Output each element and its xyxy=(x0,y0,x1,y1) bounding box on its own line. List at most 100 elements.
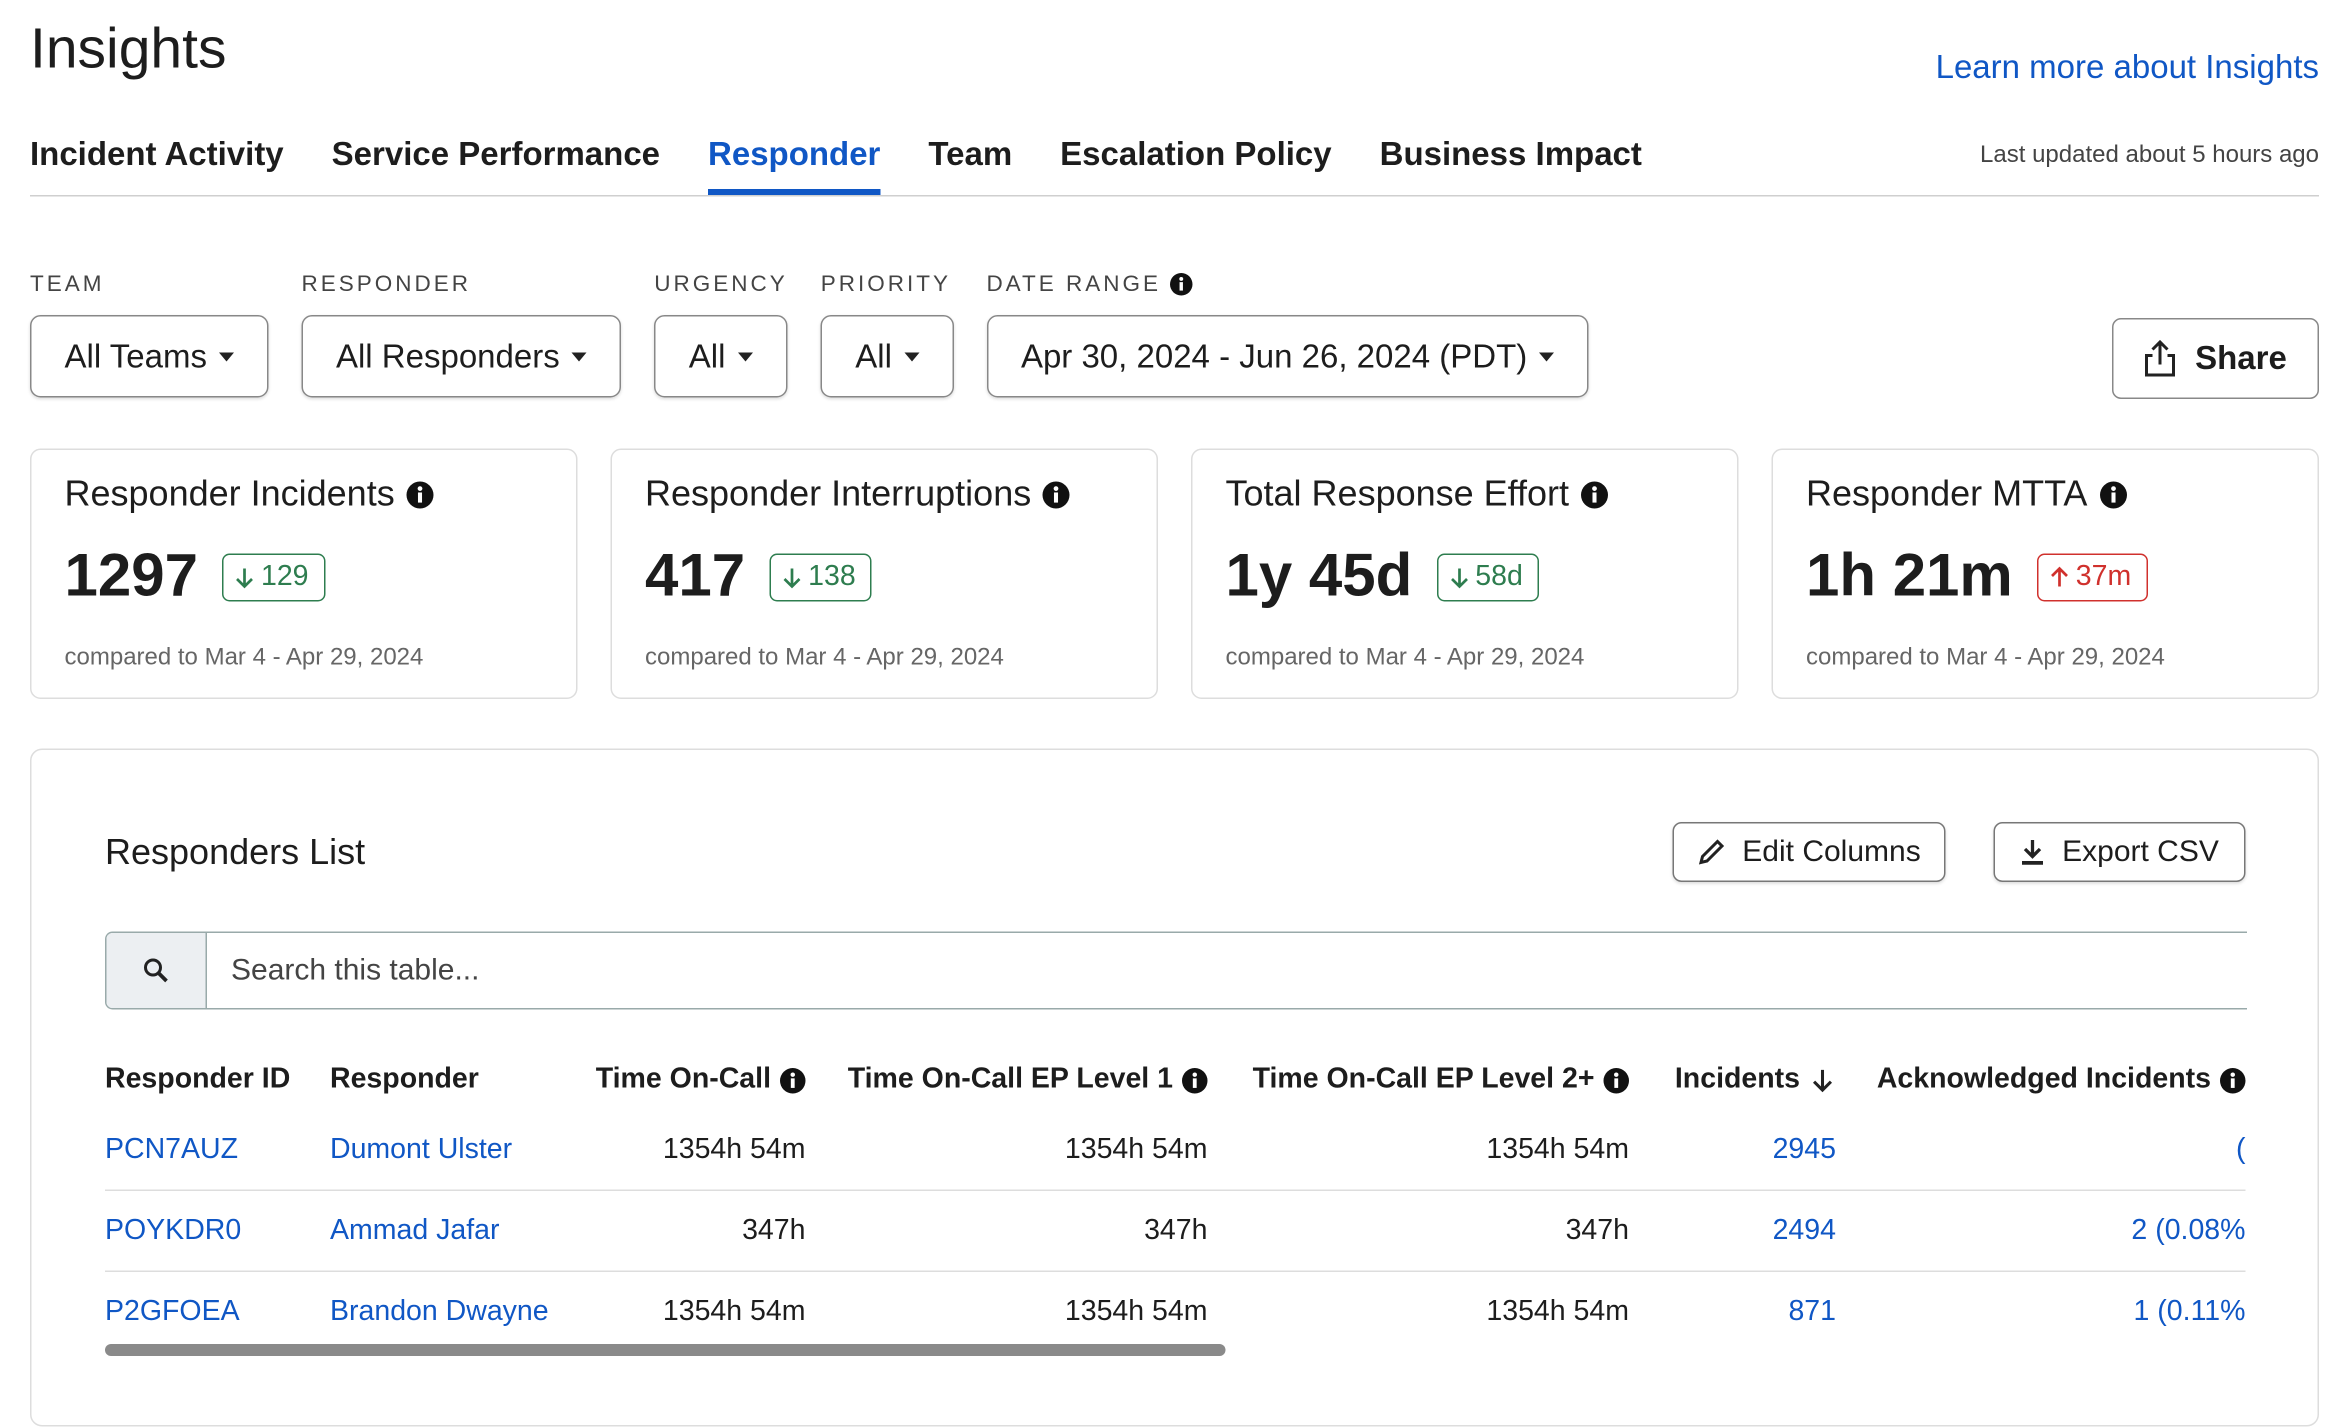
info-icon[interactable] xyxy=(1603,1067,1630,1093)
table-cell: P2GFOEA xyxy=(105,1271,330,1350)
cell-link[interactable]: Brandon Dwayne xyxy=(330,1295,549,1327)
learn-more-link[interactable]: Learn more about Insights xyxy=(1935,48,2319,86)
tab-bar: Incident Activity Service Performance Resp… xyxy=(30,135,1642,195)
arrow-icon xyxy=(1450,567,1468,588)
metric-comparison: compared to Mar 4 - Apr 29, 2024 xyxy=(1806,645,2165,671)
column-header[interactable]: Time On-Call EP Level 2+ xyxy=(1208,1050,1630,1110)
cell-text: 1354h 54m xyxy=(1064,1133,1208,1165)
metric-title-row: Responder Interruptions xyxy=(645,474,1071,516)
tab[interactable]: Escalation Policy xyxy=(1060,135,1332,173)
tab[interactable]: Business Impact xyxy=(1379,135,1642,173)
download-icon xyxy=(2021,840,2043,865)
dropdown[interactable]: Apr 30, 2024 - Jun 26, 2024 (PDT) xyxy=(986,315,1589,398)
caret xyxy=(218,351,234,361)
cell-link[interactable]: 2494 xyxy=(1772,1214,1836,1246)
tab[interactable]: Team xyxy=(928,135,1013,173)
column-header[interactable]: Responder ID xyxy=(105,1050,330,1110)
filter-label: PRIORITY xyxy=(820,270,952,297)
column-label: Time On-Call xyxy=(595,1063,771,1096)
table-cell: POYKDR0 xyxy=(105,1190,330,1272)
tab[interactable]: Service Performance xyxy=(331,135,661,173)
filter-label-row: RESPONDER xyxy=(301,267,621,300)
table-cell: 1354h 54m xyxy=(805,1110,1208,1191)
arrow-icon xyxy=(236,567,253,588)
metric-card: Responder Incidents 1297 129 compared to Ma… xyxy=(30,448,578,699)
metric-value: 417 xyxy=(645,543,746,609)
insights-page: Insights Learn more about Insights Incid… xyxy=(30,18,2319,1427)
info-icon[interactable] xyxy=(780,1067,806,1093)
dropdown[interactable]: All xyxy=(654,315,788,398)
cell-link[interactable]: POYKDR0 xyxy=(105,1214,242,1246)
info-icon[interactable] xyxy=(406,481,434,509)
metric-title: Responder Incidents xyxy=(64,474,395,515)
info-icon[interactable] xyxy=(1182,1067,1208,1093)
column-header[interactable]: Incidents xyxy=(1629,1050,1836,1110)
metric-value: 1h 21m xyxy=(1806,543,2013,609)
filter-label-row: DATE RANGE xyxy=(986,267,1588,300)
change-badge: 37m xyxy=(2036,552,2148,601)
cell-link[interactable]: Dumont Ulster xyxy=(330,1133,513,1165)
column-label: Incidents xyxy=(1674,1063,1800,1096)
cell-link[interactable]: P2GFOEA xyxy=(105,1295,240,1327)
table-cell: ( xyxy=(1836,1110,2246,1191)
button-label: Export CSV xyxy=(2062,834,2219,868)
filter-label: TEAM xyxy=(30,270,105,297)
table-row: P2GFOEA Brandon Dwayne 1354h 54m 1354h 54m 1… xyxy=(105,1271,2246,1350)
export-csv-button[interactable]: Export CSV xyxy=(1993,822,2246,882)
info-icon[interactable] xyxy=(2220,1067,2246,1093)
column-header[interactable]: Time On-Call xyxy=(578,1050,806,1110)
metric-card: Responder MTTA 1h 21m 37m compared to Mar 4… xyxy=(1771,448,2319,699)
cell-text: 347h xyxy=(1565,1214,1629,1246)
cell-link[interactable]: Ammad Jafar xyxy=(330,1214,500,1246)
info-icon[interactable] xyxy=(2099,481,2127,509)
info-icon[interactable] xyxy=(1581,481,1609,509)
metric-value-row: 1y 45d 58d xyxy=(1226,543,1540,611)
arrow-icon xyxy=(783,567,801,588)
dropdown[interactable]: All Teams xyxy=(30,315,269,398)
horizontal-scrollbar[interactable] xyxy=(105,1344,1226,1356)
column-header-content: Incidents xyxy=(1675,1064,1836,1097)
dropdown[interactable]: All xyxy=(820,315,954,398)
cell-link[interactable]: 871 xyxy=(1788,1295,1836,1327)
filter: DATE RANGE Apr 30, 2024 - Jun 26, 2024 (P… xyxy=(986,267,1589,398)
column-label: Time On-Call EP Level 2+ xyxy=(1252,1063,1595,1096)
tab[interactable]: Responder xyxy=(708,135,881,195)
table-cell: Ammad Jafar xyxy=(330,1190,578,1272)
filter-label: URGENCY xyxy=(654,270,788,297)
share-button[interactable]: Share xyxy=(2112,318,2319,399)
filter: RESPONDER All Responders xyxy=(301,267,622,398)
tab-divider xyxy=(30,195,2319,197)
filter-label-row: URGENCY xyxy=(654,267,788,300)
filter-label-row: TEAM xyxy=(30,267,268,300)
page-title: Insights xyxy=(30,18,227,81)
filter-label-row: PRIORITY xyxy=(821,267,954,300)
search-box[interactable]: Search this table... xyxy=(105,931,2247,1010)
table-cell: PCN7AUZ xyxy=(105,1110,330,1191)
column-header[interactable]: Time On-Call EP Level 1 xyxy=(806,1050,1208,1110)
column-header-content: Acknowledged Incidents xyxy=(1877,1064,2246,1097)
column-label: Time On-Call EP Level 1 xyxy=(847,1063,1173,1096)
cell-link[interactable]: 1 (0.11% xyxy=(2133,1295,2246,1327)
edit-columns-button[interactable]: Edit Columns xyxy=(1672,822,1946,882)
page: Insights Learn more about Insights Incid… xyxy=(30,18,2319,1427)
tab[interactable]: Incident Activity xyxy=(30,135,284,173)
info-icon[interactable] xyxy=(1043,481,1071,509)
filter: PRIORITY All xyxy=(820,267,954,398)
info-icon[interactable] xyxy=(1170,272,1193,295)
change-value: 37m xyxy=(2075,560,2132,592)
cell-link[interactable]: ( xyxy=(2236,1133,2246,1165)
column-header-content: Time On-Call EP Level 1 xyxy=(848,1064,1208,1097)
column-header[interactable]: Responder xyxy=(330,1050,578,1110)
cell-link[interactable]: 2945 xyxy=(1772,1133,1836,1165)
dropdown-value: All Teams xyxy=(64,336,207,375)
cell-link[interactable]: PCN7AUZ xyxy=(105,1133,239,1165)
table-cell: Brandon Dwayne xyxy=(330,1271,578,1350)
pencil-icon xyxy=(1698,839,1724,865)
column-header[interactable]: Acknowledged Incidents xyxy=(1836,1050,2246,1110)
cell-link[interactable]: 2 (0.08% xyxy=(2131,1214,2246,1246)
column-label: Acknowledged Incidents xyxy=(1876,1063,2211,1096)
search-icon-cell xyxy=(106,933,207,1008)
metric-title-row: Responder MTTA xyxy=(1806,474,2127,516)
filter: TEAM All Teams xyxy=(30,267,269,398)
dropdown[interactable]: All Responders xyxy=(301,315,622,398)
